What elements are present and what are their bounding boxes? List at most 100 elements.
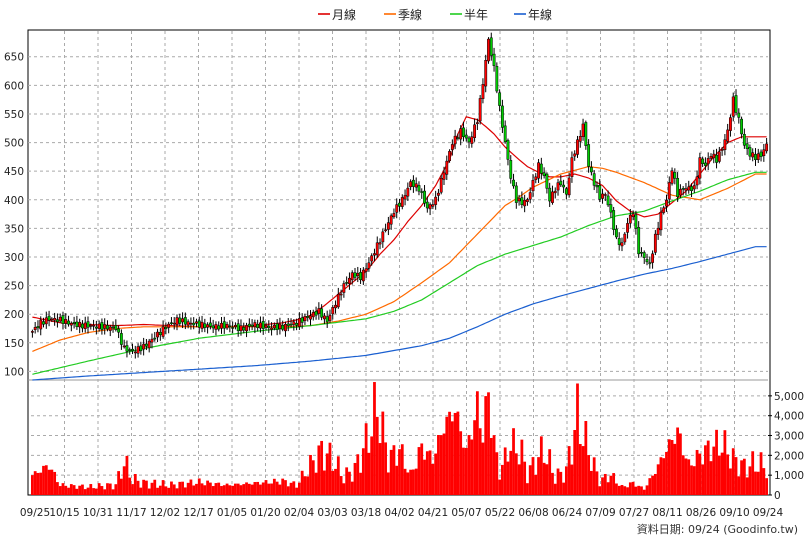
volume-bar <box>150 482 154 495</box>
date-tick-label: 05/22 <box>485 507 515 519</box>
volume-bar <box>514 453 518 495</box>
candle-body <box>581 123 585 137</box>
candle-body <box>659 211 663 231</box>
volume-tick-label: 3,000 <box>774 431 804 443</box>
volume-bar <box>92 488 95 495</box>
volume-bar <box>400 444 404 495</box>
volume-bar <box>704 445 707 495</box>
volume-bar <box>539 436 543 495</box>
date-tick-label: 02/04 <box>284 507 315 519</box>
candle-body <box>183 317 187 325</box>
candle-body <box>220 323 223 329</box>
candle-body <box>267 325 271 329</box>
candle-body <box>667 182 671 200</box>
candle-body <box>623 233 627 243</box>
volume-bar <box>203 485 207 495</box>
candle-body <box>119 333 123 345</box>
volume-bar <box>297 482 301 495</box>
candle-body <box>615 228 618 238</box>
candle-body <box>576 139 579 155</box>
candle-body <box>320 308 324 318</box>
candle-body <box>195 321 198 324</box>
volume-bar <box>122 466 126 495</box>
price-tick-label: 650 <box>4 52 24 64</box>
volume-bar <box>303 476 307 495</box>
volume-bar <box>192 485 196 495</box>
volume-bar <box>759 452 763 495</box>
date-tick-label: 01/05 <box>217 507 247 519</box>
volume-bar <box>334 468 337 495</box>
candle-body <box>503 125 507 142</box>
date-tick-label: 01/20 <box>250 507 280 519</box>
volume-tick-label: 0 <box>774 490 781 502</box>
candle-body <box>236 323 240 331</box>
candle-body <box>473 124 477 138</box>
candle-body <box>459 128 463 140</box>
volume-bar <box>373 382 376 495</box>
volume-bar <box>300 470 304 495</box>
volume-bar <box>520 439 524 495</box>
volume-bar <box>281 478 285 495</box>
candle-body <box>648 262 652 265</box>
candle-body <box>289 323 293 326</box>
candle-body <box>628 214 632 224</box>
candle-body <box>342 283 346 293</box>
volume-bar <box>687 459 691 495</box>
candle-body <box>139 345 143 352</box>
candle-body <box>192 322 196 326</box>
volume-bar <box>662 458 666 495</box>
volume-bar <box>331 470 335 495</box>
candle-body <box>44 317 48 325</box>
volume-bar <box>131 484 134 495</box>
volume-bar <box>495 452 499 495</box>
volume-bar <box>545 464 549 495</box>
volume-bar <box>111 489 115 495</box>
volume-bar <box>100 486 104 495</box>
volume-bar <box>261 482 265 495</box>
volume-bar <box>364 423 368 495</box>
candle-body <box>742 134 746 146</box>
candle-body <box>676 178 680 197</box>
volume-bar <box>562 482 565 495</box>
date-tick-label: 06/08 <box>518 507 548 519</box>
candle-body <box>715 154 718 163</box>
candle-body <box>723 139 727 150</box>
candle-body <box>292 321 296 325</box>
candle-body <box>281 324 285 330</box>
volume-bar <box>748 466 752 495</box>
candle-body <box>495 66 499 92</box>
volume-bar <box>270 483 273 495</box>
date-tick-label: 08/26 <box>686 507 717 519</box>
volume-bar <box>83 489 87 495</box>
candle-body <box>222 321 226 329</box>
candle-body <box>481 84 485 99</box>
candle-body <box>345 282 349 284</box>
candle-body <box>729 117 732 131</box>
candle-body <box>651 253 655 263</box>
candle-body <box>81 323 84 329</box>
volume-bar <box>314 472 318 495</box>
price-tick-label: 450 <box>4 166 24 178</box>
date-tick-label: 12/17 <box>183 507 213 519</box>
volume-bar <box>501 464 504 495</box>
volume-bar <box>119 478 123 495</box>
volume-bar <box>278 484 282 495</box>
volume-bar <box>754 471 757 495</box>
volume-bar <box>592 457 596 495</box>
volume-bar <box>601 477 604 495</box>
price-tick-label: 400 <box>4 195 24 207</box>
candle-body <box>133 351 137 354</box>
volume-bar <box>170 481 173 495</box>
candle-body <box>423 190 426 204</box>
candle-body <box>208 322 212 327</box>
candle-body <box>470 136 474 144</box>
volume-bar <box>670 440 674 495</box>
volume-bar <box>320 440 324 495</box>
volume-bar <box>172 484 176 495</box>
candle-body <box>612 210 616 230</box>
candle-body <box>392 213 396 218</box>
volume-bar <box>665 451 668 495</box>
candle-body <box>542 172 546 176</box>
volume-bar <box>94 488 98 495</box>
volume-bar <box>259 484 262 495</box>
